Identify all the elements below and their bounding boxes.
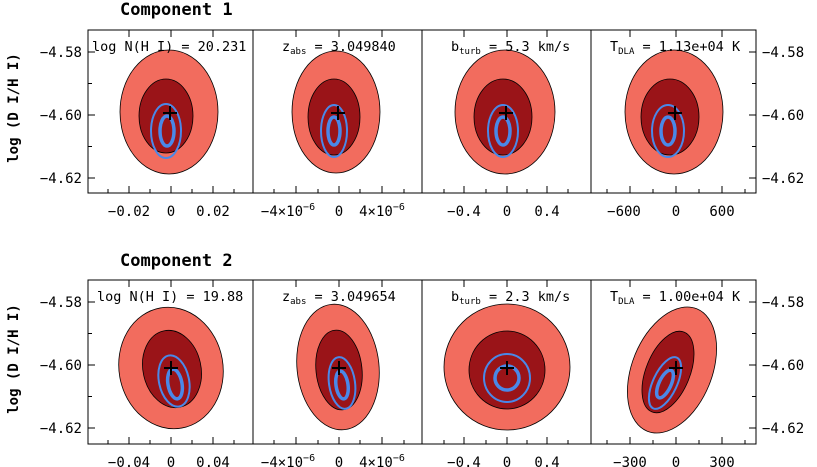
x-tick-label: −600: [607, 204, 641, 220]
x-tick-label: 0: [503, 204, 511, 220]
x-tick-label: 0: [672, 204, 680, 220]
contour-line-outer: [327, 356, 357, 410]
contour-line-outer: [483, 353, 531, 403]
component-2-ticks: [88, 280, 756, 444]
x-tick-label: 0: [672, 455, 680, 467]
panel-c1-lognhi: log N(H I) = 20.231 −0.02 0 0.02: [92, 39, 246, 220]
x-tick-label: −0.4: [447, 204, 481, 220]
panel-c2-zabs: zabs = 3.049654 −4×10−6 0 4×10−6: [261, 289, 405, 467]
component-1-ticks: [88, 30, 756, 193]
x-tick-label: 300: [709, 455, 734, 467]
component-1-yticks: −4.58 −4.60 −4.62 −4.58 −4.60 −4.62: [40, 45, 804, 187]
y-tick-label-right: −4.60: [762, 108, 804, 124]
x-tick-label: 0: [167, 455, 175, 467]
y-tick-label: −4.62: [40, 421, 82, 437]
x-tick-label: 4×10−6: [359, 202, 405, 220]
x-tick-label: −4×10−6: [261, 202, 315, 220]
x-tick-label: 600: [709, 204, 734, 220]
contour-line-outer: [651, 104, 685, 158]
panel-c1-bturb: bturb = 5.3 km/s −0.4 0 0.4: [447, 39, 570, 220]
x-tick-label: 0.04: [196, 455, 230, 467]
contour-line-inner: [165, 367, 185, 401]
best-fit-marker: [164, 361, 178, 375]
panel-c2-tdla: TDLA = 1.00e+04 K −300 0 300: [610, 289, 741, 467]
panel-label: log N(H I) = 19.88: [97, 289, 243, 305]
contour-line-inner: [326, 115, 342, 147]
y-tick-label: −4.58: [40, 45, 82, 61]
x-tick-label: −0.02: [108, 204, 150, 220]
panel-label: bturb = 2.3 km/s: [451, 289, 570, 307]
panel-label: bturb = 5.3 km/s: [451, 39, 570, 57]
y-tick-label: −4.60: [40, 358, 82, 374]
x-tick-label: 0.4: [534, 204, 559, 220]
contour-line-outer: [150, 103, 182, 159]
panel-label: TDLA = 1.13e+04 K: [610, 39, 741, 57]
best-fit-marker: [669, 361, 683, 375]
panel-label: log N(H I) = 20.231: [92, 39, 246, 55]
x-tick-label: 0: [503, 455, 511, 467]
panel-label: zabs = 3.049654: [282, 289, 396, 307]
panel-c1-tdla: TDLA = 1.13e+04 K −600 0 600: [607, 39, 741, 220]
x-tick-label: −0.04: [108, 455, 150, 467]
x-tick-label: −0.4: [447, 455, 481, 467]
y-tick-label-right: −4.62: [762, 421, 804, 437]
y-tick-label: −4.60: [40, 108, 82, 124]
best-fit-marker: [163, 106, 177, 120]
x-tick-label: 0.02: [196, 204, 230, 220]
best-fit-marker: [331, 106, 345, 120]
best-fit-marker: [500, 361, 514, 375]
x-tick-label: 0: [167, 204, 175, 220]
y-tick-label-right: −4.58: [762, 295, 804, 311]
panel-c2-bturb: bturb = 2.3 km/s −0.4 0 0.4: [443, 289, 571, 467]
component-2-title: Component 2: [120, 251, 233, 271]
x-tick-label: 0: [335, 455, 343, 467]
panel-label: TDLA = 1.00e+04 K: [610, 289, 741, 307]
x-tick-label: −300: [613, 455, 647, 467]
y-tick-label: −4.62: [40, 171, 82, 187]
component-2-yticks: −4.58 −4.60 −4.62 −4.58 −4.60 −4.62: [40, 295, 804, 437]
x-tick-label: −4×10−6: [261, 453, 315, 467]
best-fit-marker: [499, 106, 513, 120]
x-tick-label: 0: [335, 204, 343, 220]
contour-line-inner: [659, 115, 677, 147]
contour-line-outer: [157, 354, 191, 408]
y-tick-label-right: −4.58: [762, 45, 804, 61]
contour-line-inner: [333, 369, 351, 401]
panel-label: zabs = 3.049840: [282, 39, 396, 57]
x-tick-label: 0.4: [534, 455, 559, 467]
x-tick-label: 4×10−6: [359, 453, 405, 467]
component-1-ylabel: log (D I/H I): [6, 53, 22, 163]
contour-line-outer: [320, 104, 348, 158]
best-fit-marker: [668, 106, 682, 120]
contour-line-inner: [654, 368, 676, 400]
component-2-ylabel: log (D I/H I): [6, 304, 22, 414]
y-tick-label-right: −4.62: [762, 171, 804, 187]
contour-line-outer: [487, 104, 519, 158]
y-tick-label: −4.58: [40, 295, 82, 311]
best-fit-marker: [332, 361, 346, 375]
contour-line-inner: [494, 115, 512, 147]
panel-c1-zabs: zabs = 3.049840 −4×10−6 0 4×10−6: [261, 39, 405, 220]
component-1-title: Component 1: [120, 0, 233, 20]
contour-line-inner: [158, 114, 176, 148]
y-tick-label-right: −4.60: [762, 358, 804, 374]
contour-line-outer: [647, 356, 683, 410]
panel-c2-lognhi: log N(H I) = 19.88 −0.04 0 0.04: [97, 289, 243, 467]
